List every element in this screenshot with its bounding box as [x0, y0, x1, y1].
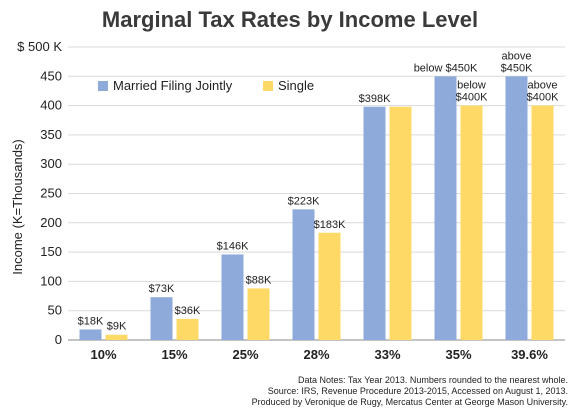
data-label: $73K	[149, 283, 175, 295]
data-label: $183K	[314, 219, 346, 231]
chart-title: Marginal Tax Rates by Income Level	[102, 7, 478, 32]
bar-married	[505, 76, 528, 341]
data-label: above	[502, 50, 532, 62]
bar-single	[105, 334, 128, 340]
bar-married	[79, 329, 102, 340]
legend-label: Single	[278, 78, 314, 93]
legend-swatch	[263, 81, 273, 91]
y-tick-label: $ 500 K	[17, 39, 62, 54]
data-label: $36K	[175, 305, 201, 317]
x-tick-label: 39.6%	[511, 347, 548, 362]
y-tick-label: 100	[40, 273, 62, 288]
y-tick-label: 400	[40, 98, 62, 113]
y-tick-label: 200	[40, 215, 62, 230]
bar-single	[318, 232, 341, 340]
y-axis-label: Income (K=Thousands)	[10, 139, 25, 274]
bar-married	[221, 254, 244, 340]
x-tick-label: 25%	[232, 347, 258, 362]
note-line: Data Notes: Tax Year 2013. Numbers round…	[298, 375, 568, 385]
data-label: $450K	[501, 62, 533, 74]
y-tick-label: 50	[48, 303, 62, 318]
y-tick-label: 150	[40, 244, 62, 259]
y-tick-label: 0	[55, 332, 62, 347]
bar-single	[531, 105, 554, 340]
data-label: $223K	[288, 195, 320, 207]
x-tick-label: 35%	[445, 347, 471, 362]
bar-married	[150, 297, 173, 340]
bar-married	[292, 209, 315, 340]
x-tick-label: 28%	[303, 347, 329, 362]
data-label: above	[528, 80, 558, 92]
data-label: $88K	[246, 274, 272, 286]
data-labels: $18K $9K $73K$36K $146K $88K $223K $183K $398K b…	[78, 50, 559, 332]
data-label: $400K	[527, 92, 559, 104]
data-notes: Data Notes: Tax Year 2013. Numbers round…	[252, 375, 568, 407]
legend: Married Filing Jointly Single	[98, 78, 314, 93]
data-label: below $450K	[414, 62, 478, 74]
note-line: Produced by Veronique de Rugy, Mercatus …	[252, 397, 568, 407]
legend-swatch	[98, 81, 108, 91]
bar-single	[176, 318, 199, 340]
bar-single	[247, 288, 270, 340]
bar-single	[460, 105, 483, 340]
x-axis-ticks: 10% 15% 25% 28% 33% 35% 39.6%	[90, 347, 548, 362]
y-tick-label: 350	[40, 127, 62, 142]
y-tick-label: 450	[40, 68, 62, 83]
data-label: $9K	[107, 321, 127, 333]
y-tick-label: 300	[40, 156, 62, 171]
data-label: below	[457, 80, 486, 92]
data-label: $146K	[217, 240, 249, 252]
x-tick-label: 10%	[90, 347, 116, 362]
bar-single	[389, 106, 412, 340]
note-line: Source: IRS, Revenue Procedure 2013-2015…	[268, 386, 568, 396]
bar-married	[434, 76, 457, 341]
data-label: $18K	[78, 315, 104, 327]
x-tick-label: 15%	[161, 347, 187, 362]
bars	[79, 76, 554, 341]
data-label: $398K	[359, 93, 391, 105]
legend-label: Married Filing Jointly	[113, 78, 233, 93]
y-axis-ticks: 0 50 100 150 200 250 300 350 400 450 $ 500 K	[17, 39, 62, 347]
bar-married	[363, 106, 386, 340]
x-tick-label: 33%	[374, 347, 400, 362]
y-tick-label: 250	[40, 186, 62, 201]
data-label: $400K	[456, 92, 488, 104]
